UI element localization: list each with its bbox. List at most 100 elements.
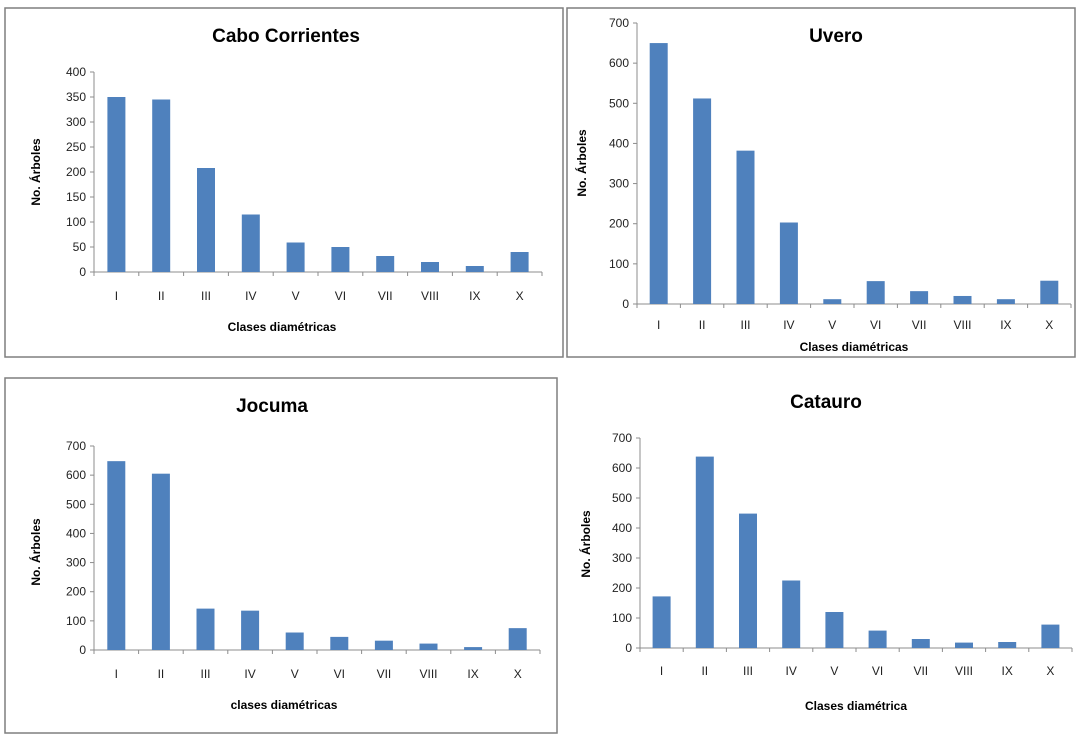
- bar: [374, 640, 393, 650]
- chart-title: Uvero: [809, 26, 863, 47]
- x-tick-label: IX: [1002, 664, 1013, 678]
- bar: [508, 628, 527, 650]
- x-tick-label: II: [158, 289, 165, 303]
- y-tick-label: 200: [609, 217, 629, 231]
- y-axis-title: No. Árboles: [578, 510, 593, 578]
- y-tick-label: 0: [625, 641, 632, 655]
- x-tick-label: IX: [467, 667, 478, 681]
- bar: [779, 222, 798, 304]
- chart-title: Cabo Corrientes: [212, 26, 360, 47]
- x-tick-label: II: [699, 318, 706, 332]
- x-tick-label: V: [830, 664, 838, 678]
- x-tick-label: V: [828, 318, 836, 332]
- y-axis-title: No. Árboles: [574, 129, 589, 197]
- y-tick-label: 350: [66, 90, 86, 104]
- y-tick-label: 300: [66, 556, 86, 570]
- y-tick-label: 50: [73, 240, 87, 254]
- x-tick-label: I: [115, 289, 118, 303]
- x-tick-label: VIII: [953, 318, 971, 332]
- bar: [376, 256, 395, 272]
- y-tick-label: 400: [66, 526, 86, 540]
- y-tick-label: 100: [609, 257, 629, 271]
- bar: [649, 43, 668, 304]
- bar: [866, 281, 885, 304]
- x-tick-label: III: [200, 667, 210, 681]
- x-tick-label: IX: [1000, 318, 1011, 332]
- bar: [739, 513, 757, 648]
- x-tick-label: IV: [245, 289, 256, 303]
- x-tick-label: V: [292, 289, 300, 303]
- y-tick-label: 0: [622, 297, 629, 311]
- y-tick-label: 150: [66, 190, 86, 204]
- bar: [736, 150, 755, 304]
- bar: [197, 168, 215, 272]
- y-tick-label: 0: [79, 265, 86, 279]
- x-tick-label: I: [660, 664, 663, 678]
- x-tick-label: VIII: [955, 664, 973, 678]
- y-tick-label: 400: [609, 136, 629, 150]
- bar: [868, 630, 887, 648]
- y-tick-label: 200: [66, 165, 86, 179]
- x-tick-label: II: [701, 664, 708, 678]
- x-tick-label: I: [657, 318, 660, 332]
- y-tick-label: 400: [612, 521, 632, 535]
- x-tick-label: V: [291, 667, 299, 681]
- y-tick-label: 500: [612, 491, 632, 505]
- bar: [464, 647, 483, 650]
- chart-frame: [4, 377, 558, 734]
- chart-svg: Cabo Corrientes 0 50 100 150 200 250 300 350 400 I…: [4, 7, 564, 358]
- bar: [825, 612, 844, 648]
- x-tick-label: I: [115, 667, 118, 681]
- y-tick-label: 700: [609, 16, 629, 30]
- bar: [1041, 624, 1060, 648]
- bar: [241, 610, 260, 650]
- bar: [955, 642, 973, 648]
- y-tick-label: 600: [66, 468, 86, 482]
- x-tick-label: VIII: [419, 667, 437, 681]
- x-tick-label: IV: [786, 664, 797, 678]
- chart-uvero: Uvero 0 100 200 300 400 500 600 700 I II III IV V VI VI…: [566, 0, 1077, 360]
- x-tick-label: IV: [783, 318, 794, 332]
- chart-cabo-corrientes: Cabo Corrientes 0 50 100 150 200 250 300 350 400 I…: [0, 0, 566, 360]
- y-tick-label: 100: [66, 215, 86, 229]
- bar: [910, 291, 929, 304]
- bar: [421, 262, 439, 272]
- y-axis-title: No. Árboles: [28, 138, 43, 206]
- x-tick-label: X: [1045, 318, 1053, 332]
- y-tick-label: 500: [609, 96, 629, 110]
- x-tick-label: II: [158, 667, 165, 681]
- x-axis-title: Clases diamétricas: [228, 320, 337, 334]
- x-axis-title: clases diamétricas: [231, 698, 338, 712]
- x-tick-label: IV: [244, 667, 255, 681]
- bar: [693, 98, 712, 305]
- bar: [510, 252, 529, 272]
- x-axis-title: Clases diamétrica: [805, 699, 907, 713]
- x-tick-label: X: [514, 667, 522, 681]
- chart-frame: [566, 7, 1076, 358]
- y-axis-title: No. Árboles: [28, 518, 43, 586]
- bar: [953, 295, 972, 304]
- bar: [823, 299, 842, 304]
- bar: [465, 266, 484, 272]
- x-tick-label: III: [743, 664, 753, 678]
- y-tick-label: 100: [66, 614, 86, 628]
- y-tick-label: 250: [66, 140, 86, 154]
- bar: [998, 642, 1017, 648]
- x-axis-title: Clases diamétricas: [800, 340, 909, 354]
- y-tick-label: 600: [612, 461, 632, 475]
- y-tick-label: 400: [66, 65, 86, 79]
- bar: [782, 580, 801, 648]
- bar: [695, 456, 714, 648]
- chart-jocuma: Jocuma 0 100 200 300 400 500 600 700 I II III IV V VI V…: [0, 376, 560, 734]
- y-tick-label: 300: [66, 115, 86, 129]
- y-tick-label: 300: [609, 177, 629, 191]
- bar: [241, 214, 260, 272]
- x-tick-label: VI: [335, 289, 346, 303]
- chart-title: Jocuma: [236, 396, 308, 417]
- chart-frame: [4, 7, 564, 358]
- bar: [152, 99, 171, 272]
- bar: [331, 247, 350, 272]
- bar: [107, 461, 126, 650]
